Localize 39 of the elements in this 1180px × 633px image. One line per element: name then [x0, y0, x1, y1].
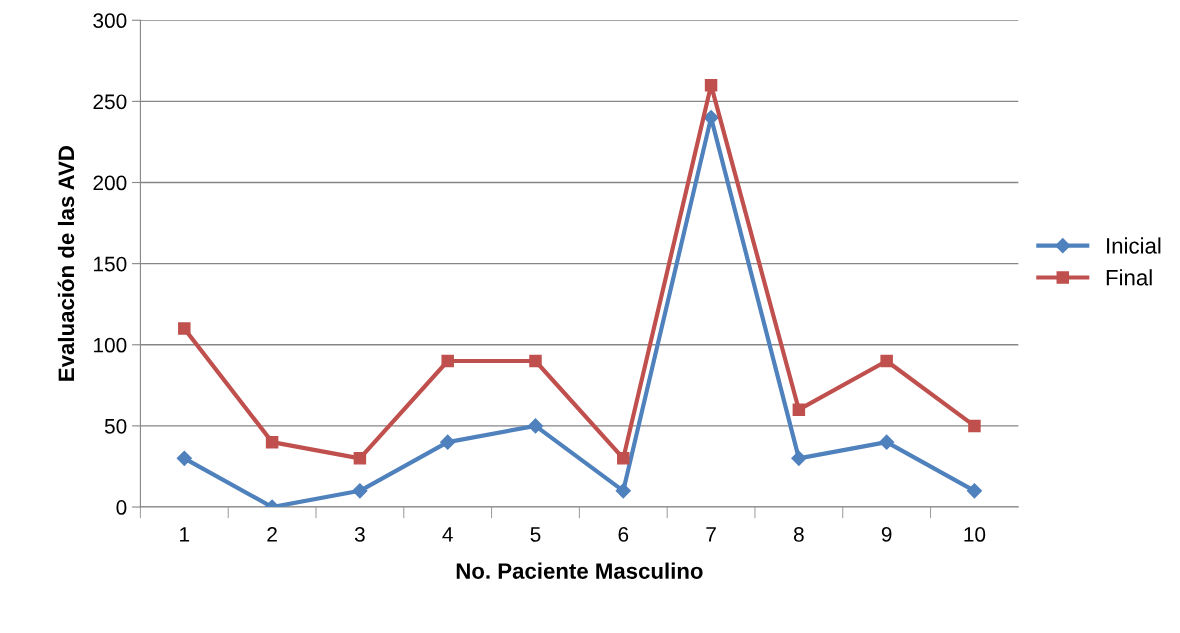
point: [617, 452, 630, 465]
point: [529, 354, 542, 368]
y-tick-label: 0: [116, 500, 127, 515]
x-tick-label: 10: [964, 527, 986, 542]
point: [440, 434, 456, 450]
x-tick-label: 9: [881, 527, 892, 542]
point: [615, 483, 631, 499]
x-axis-title: No. Paciente Masculino: [456, 562, 703, 579]
point: [178, 322, 191, 335]
y-tick-label: 100: [94, 337, 127, 353]
x-tick-label: 2: [267, 527, 277, 542]
x-tick-label: 5: [530, 527, 541, 542]
point: [704, 78, 718, 92]
point: [879, 434, 895, 450]
y-tick-label: 250: [93, 94, 127, 110]
x-tick-label: 3: [354, 527, 365, 542]
point: [353, 452, 367, 465]
point: [792, 403, 806, 416]
point: [265, 435, 279, 449]
x-tick-label: 8: [793, 527, 804, 542]
x-tick-label: 1: [180, 527, 190, 542]
point: [441, 354, 454, 368]
y-tick-label: 150: [94, 256, 127, 272]
point: [880, 354, 893, 368]
point: [176, 450, 192, 466]
y-tick-label: 300: [93, 13, 127, 29]
point: [527, 418, 544, 434]
point: [352, 483, 368, 499]
x-tick-label: 4: [442, 527, 453, 542]
y-tick-label: 50: [104, 418, 127, 434]
x-tick-label: 7: [706, 527, 716, 542]
point: [966, 483, 983, 499]
y-tick-label: 200: [93, 175, 127, 191]
y-axis-title: Evaluación de las AVD: [57, 146, 75, 381]
legend-label: Final: [1106, 269, 1152, 286]
legend-label: Inicial: [1107, 237, 1161, 254]
point: [968, 419, 981, 433]
point: [791, 450, 807, 466]
x-tick-label: 6: [618, 527, 629, 542]
